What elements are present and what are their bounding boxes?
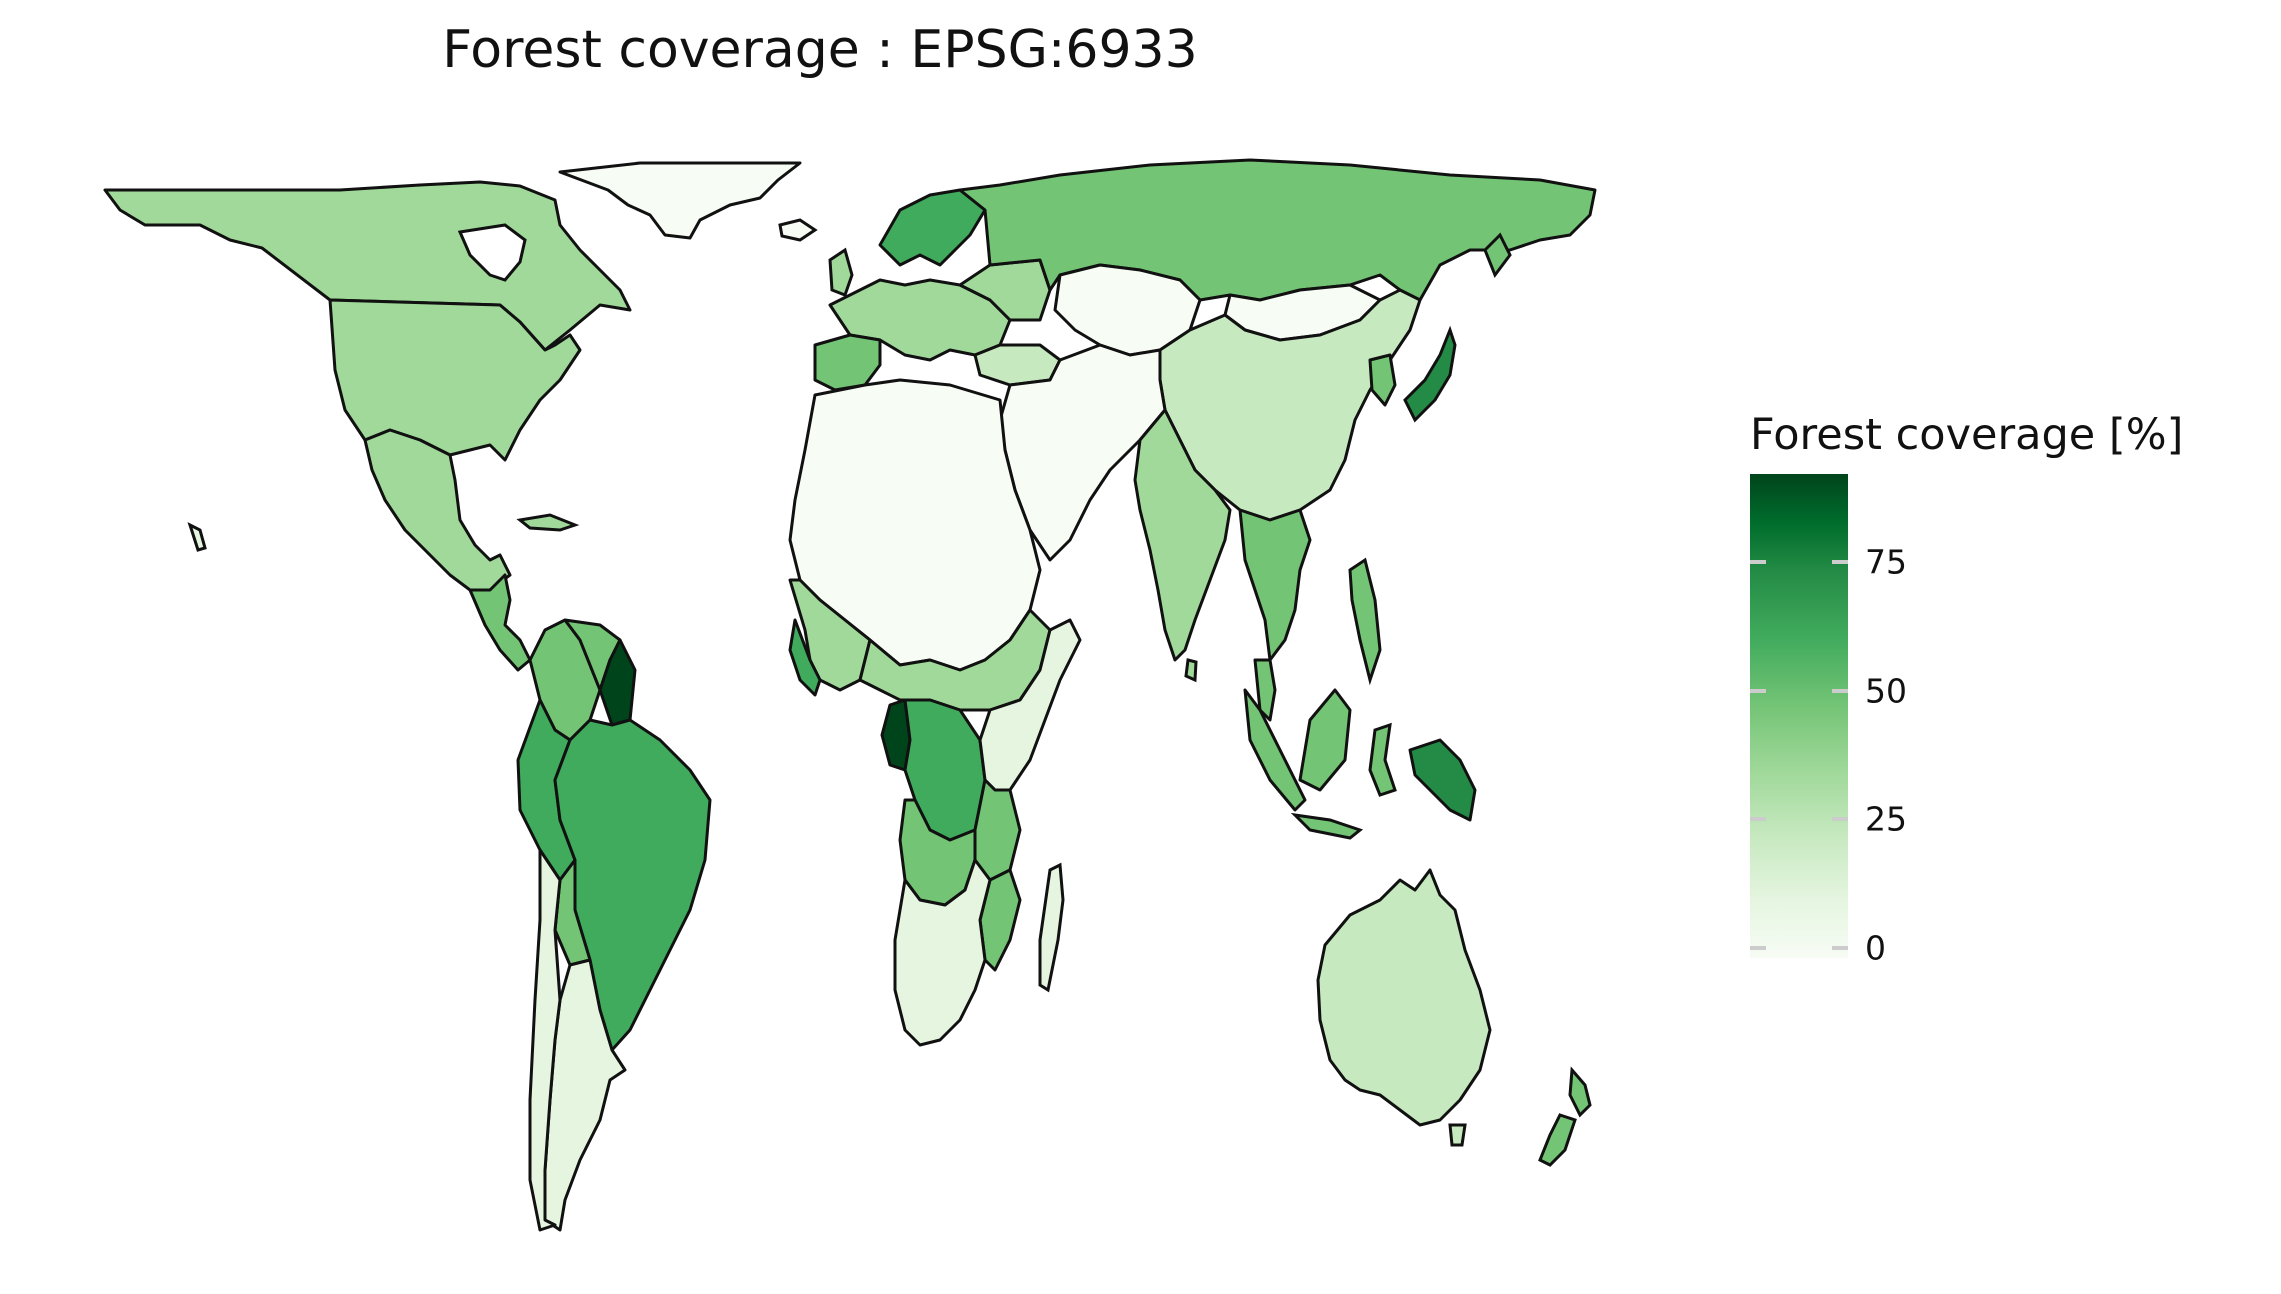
island-sulawesi[interactable] — [1368, 722, 1397, 797]
island-hokkaido[interactable] — [1483, 232, 1512, 279]
legend-colorbar — [1750, 474, 1848, 958]
legend-label-25: 25 — [1865, 799, 1907, 839]
country-liberia[interactable] — [788, 618, 822, 697]
island-hawaii[interactable] — [187, 522, 207, 552]
island-java[interactable] — [1290, 812, 1364, 840]
world-map — [103, 158, 1597, 1232]
legend: Forest coverage [%] 0 25 50 75 — [1750, 410, 2250, 970]
map-title: Forest coverage : EPSG:6933 — [442, 20, 1198, 80]
country-malaysia[interactable] — [1253, 658, 1277, 722]
island-uk[interactable] — [828, 247, 854, 297]
country-india[interactable] — [1133, 408, 1232, 662]
country-mexico[interactable] — [363, 428, 512, 592]
country-tanzania[interactable] — [973, 778, 1022, 882]
island-sri-lanka[interactable] — [1184, 658, 1198, 683]
country-sumatra[interactable] — [1243, 688, 1307, 812]
island-new-zealand-south[interactable] — [1538, 1113, 1577, 1167]
island-tasmania[interactable] — [1448, 1123, 1467, 1147]
country-chile[interactable] — [528, 848, 562, 1232]
country-central-america[interactable] — [468, 573, 532, 672]
country-borneo[interactable] — [1298, 688, 1352, 792]
island-cuba[interactable] — [516, 513, 580, 532]
country-greenland[interactable] — [558, 161, 802, 240]
island-philippines[interactable] — [1348, 557, 1382, 686]
country-southeast-asia[interactable] — [1238, 508, 1312, 662]
legend-title: Forest coverage [%] — [1750, 410, 2184, 460]
country-southern-africa[interactable] — [893, 858, 992, 1047]
country-scandinavia[interactable] — [878, 188, 987, 267]
country-russia[interactable] — [958, 158, 1597, 302]
island-madagascar[interactable] — [1038, 862, 1065, 993]
legend-label-50: 50 — [1865, 671, 1907, 711]
island-new-zealand-north[interactable] — [1568, 1066, 1592, 1118]
country-korea[interactable] — [1368, 353, 1397, 407]
hudson-bay — [457, 223, 527, 282]
island-japan[interactable] — [1403, 325, 1457, 423]
country-iberia[interactable] — [813, 333, 882, 392]
legend-label-0: 0 — [1865, 928, 1886, 968]
country-australia[interactable] — [1316, 868, 1492, 1127]
country-new-guinea[interactable] — [1408, 738, 1477, 822]
legend-label-75: 75 — [1865, 542, 1907, 582]
country-canada[interactable] — [103, 180, 632, 352]
island-iceland[interactable] — [778, 218, 818, 242]
country-western-europe[interactable] — [828, 278, 1012, 362]
